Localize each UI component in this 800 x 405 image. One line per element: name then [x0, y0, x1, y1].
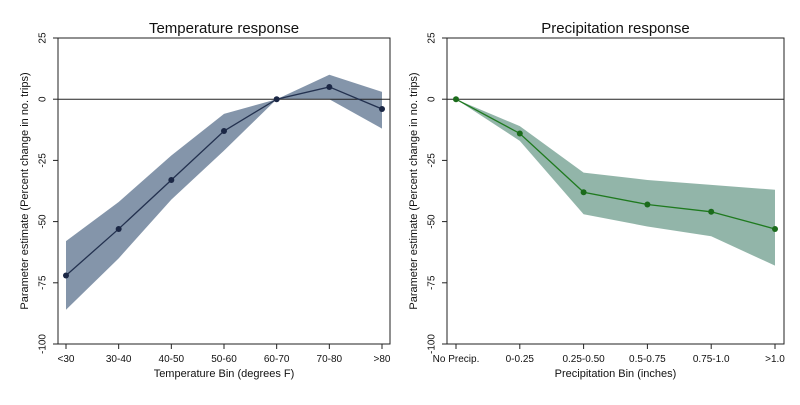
temperature-estimate-point — [168, 176, 175, 183]
precipitation-estimate-point — [708, 208, 715, 215]
precipitation-x-axis-label: Precipitation Bin (inches) — [555, 368, 677, 380]
temperature-y-axis-label: Parameter estimate (Percent change in no… — [19, 72, 31, 309]
temperature-y-tick-label: -25 — [38, 153, 49, 168]
precipitation-y-tick-label: -75 — [427, 275, 438, 290]
temperature-title: Temperature response — [149, 20, 299, 37]
temperature-x-tick-label: >80 — [374, 354, 391, 365]
precipitation-y-tick-label: -100 — [427, 334, 438, 354]
precipitation-y-tick-label: -25 — [427, 153, 438, 168]
temperature-y-tick-label: -100 — [38, 334, 49, 354]
precipitation-panel: Precipitation response 25 0 -25 -50 -75 -100 Pa… — [408, 20, 785, 380]
precipitation-estimate-point — [772, 225, 778, 232]
temperature-y-tick-label: -50 — [38, 214, 49, 229]
precipitation-estimate-point — [516, 130, 523, 137]
temperature-confidence-band — [66, 74, 382, 310]
temperature-x-axis-label: Temperature Bin (degrees F) — [154, 368, 295, 380]
precipitation-y-tick-label: 0 — [427, 96, 438, 102]
precipitation-estimate-point — [580, 189, 587, 196]
precipitation-y-tick-label: 25 — [427, 32, 438, 44]
temperature-estimate-point — [115, 225, 122, 232]
temperature-x-tick-label: 50-60 — [211, 354, 237, 365]
temperature-estimate-point — [379, 105, 385, 112]
precipitation-x-tick-label: 0.5-0.75 — [629, 354, 666, 365]
temperature-y-tick-label: 0 — [38, 96, 49, 102]
precipitation-x-tick-label: 0.25-0.50 — [562, 354, 605, 365]
precipitation-estimate-point — [644, 201, 651, 208]
precipitation-title: Precipitation response — [541, 20, 689, 37]
precipitation-y-axis-label: Parameter estimate (Percent change in no… — [408, 72, 420, 309]
temperature-estimate-point — [63, 272, 69, 279]
temperature-y-tick-label: 25 — [38, 32, 49, 44]
precipitation-estimate-point — [453, 96, 459, 103]
temperature-x-tick-label: 40-50 — [159, 354, 185, 365]
temperature-y-tick-label: -75 — [38, 275, 49, 290]
temperature-panel: Temperature response 25 0 -25 -50 -75 -100 Para… — [19, 20, 391, 380]
temperature-estimate-point — [221, 128, 227, 135]
temperature-x-tick-label: 30-40 — [106, 354, 132, 365]
temperature-estimate-point — [273, 96, 280, 103]
precipitation-x-tick-label: 0-0.25 — [506, 354, 535, 365]
precipitation-confidence-band — [456, 99, 775, 266]
temperature-x-tick-label: 70-80 — [317, 354, 343, 365]
precipitation-x-tick-label: No Precip. — [433, 354, 480, 365]
precipitation-estimate-line — [455, 98, 776, 230]
temperature-estimate-point — [326, 83, 333, 90]
precipitation-y-tick-label: -50 — [427, 214, 438, 229]
temperature-x-tick-label: 60-70 — [264, 354, 290, 365]
precipitation-x-tick-label: 0.75-1.0 — [693, 354, 730, 365]
temperature-x-tick-label: <30 — [58, 354, 75, 365]
precipitation-x-tick-label: >1.0 — [765, 354, 785, 365]
